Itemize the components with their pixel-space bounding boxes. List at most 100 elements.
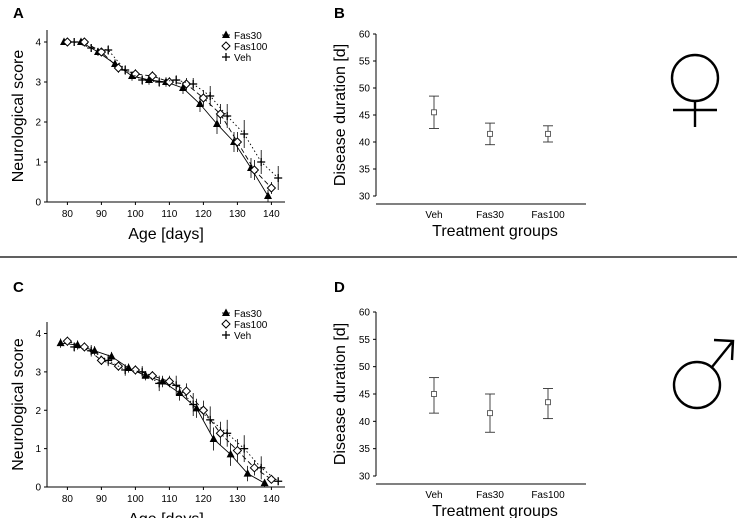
data-point	[104, 46, 113, 54]
data-point	[249, 463, 260, 473]
y-tick-label: 60	[359, 30, 371, 41]
x-tick-label: 140	[263, 494, 280, 505]
x-tick-label: 100	[127, 494, 144, 505]
y-tick-label: 60	[359, 308, 371, 319]
x-tick-label: 80	[62, 494, 74, 505]
data-point	[222, 308, 230, 316]
y-tick-label: 50	[359, 362, 371, 373]
x-axis-title: Age [days]	[128, 226, 204, 243]
data-point	[179, 83, 187, 91]
panel-A: A 0 1 2 3 4 80 90 100 110 120 130 140 Age [days] Neuro…	[10, 5, 285, 243]
data-point	[62, 37, 73, 47]
y-tick-label: 4	[35, 38, 41, 49]
panel-label: B	[334, 5, 345, 22]
mean-marker	[431, 109, 437, 116]
panel-label: C	[13, 279, 24, 296]
x-tick-label: 130	[229, 494, 246, 505]
data-point	[257, 463, 266, 472]
series-line	[60, 342, 265, 484]
data-point	[206, 92, 215, 100]
y-axis-title: Disease duration [d]	[332, 44, 349, 186]
mean-marker	[545, 399, 551, 406]
data-point	[175, 388, 184, 396]
data-point	[198, 93, 209, 103]
legend-label: Fas100	[234, 320, 268, 331]
data-point	[266, 474, 277, 485]
mean-marker	[545, 130, 551, 137]
data-point	[221, 41, 231, 51]
y-tick-label: 30	[359, 192, 371, 203]
legend-label: Fas30	[234, 309, 262, 320]
data-point	[130, 69, 141, 79]
y-axis-title: Disease duration [d]	[332, 323, 349, 465]
series-fas100	[62, 37, 277, 194]
data-point	[155, 379, 164, 388]
data-point	[222, 53, 230, 61]
data-point	[155, 78, 164, 86]
data-point	[209, 434, 218, 443]
female-symbol-icon	[670, 53, 720, 127]
series-fas100	[62, 336, 277, 485]
y-tick-label: 1	[35, 158, 41, 169]
x-tick-label: 120	[195, 494, 212, 505]
data-point	[189, 400, 198, 409]
x-tick-label: Veh	[425, 490, 442, 501]
y-tick-label: 3	[35, 78, 41, 89]
data-point	[70, 38, 79, 46]
y-tick-label: 4	[35, 329, 41, 340]
data-point	[96, 355, 107, 366]
legend-label: Veh	[234, 53, 251, 64]
data-point	[264, 191, 272, 199]
data-point	[87, 44, 96, 52]
data-point	[172, 381, 181, 390]
data-point	[232, 137, 243, 147]
data-point	[147, 71, 158, 81]
data-point	[172, 76, 181, 84]
data-point	[215, 428, 226, 438]
y-tick-label: 50	[359, 84, 371, 95]
y-tick-label: 40	[359, 417, 371, 428]
data-point	[124, 363, 133, 372]
data-point	[249, 165, 260, 175]
data-point	[104, 356, 113, 365]
data-point	[145, 75, 153, 83]
data-point	[96, 47, 107, 57]
data-point	[266, 183, 277, 193]
legend-label: Veh	[234, 331, 251, 342]
y-tick-label: 3	[35, 367, 41, 378]
mean-marker	[431, 391, 437, 397]
y-axis-title: Neurological score	[10, 338, 27, 471]
y-tick-label: 2	[35, 406, 41, 417]
data-point	[107, 352, 116, 360]
data-point	[121, 66, 130, 74]
y-tick-label: 40	[359, 138, 371, 149]
x-tick-label: Veh	[425, 210, 442, 221]
x-tick-label: Fas30	[476, 210, 504, 221]
panel-D: D 30 35 40 45 50 55 60 Veh Fas30 Fas100 Treatment g…	[332, 279, 586, 518]
panel-C: C 0 1 2 3 4 80 90 100 110 120 130 140 Age [days] Neuro…	[10, 279, 285, 518]
y-tick-label: 30	[359, 472, 371, 483]
x-tick-label: Fas100	[531, 210, 565, 221]
series-line	[64, 41, 269, 197]
data-point	[274, 477, 283, 486]
data-point	[232, 445, 243, 456]
x-tick-label: 100	[127, 209, 144, 220]
panel-label: D	[334, 279, 345, 296]
data-point	[222, 30, 230, 38]
panel-B: B 30 35 40 45 50 55 60 Veh Fas30 Fas100 Treatment g…	[332, 5, 586, 240]
x-tick-label: 90	[96, 494, 108, 505]
mean-marker	[487, 410, 493, 417]
data-point	[196, 99, 204, 107]
data-point	[87, 346, 96, 355]
data-point	[181, 386, 192, 396]
male-symbol-icon	[672, 338, 735, 410]
y-tick-label: 45	[359, 111, 371, 122]
x-axis-title: Age [days]	[128, 511, 204, 518]
x-tick-label: Fas30	[476, 490, 504, 501]
panel-label: A	[13, 5, 24, 22]
data-point	[130, 365, 141, 375]
x-tick-label: 90	[96, 209, 108, 220]
y-tick-label: 1	[35, 444, 41, 455]
data-point	[223, 112, 232, 120]
